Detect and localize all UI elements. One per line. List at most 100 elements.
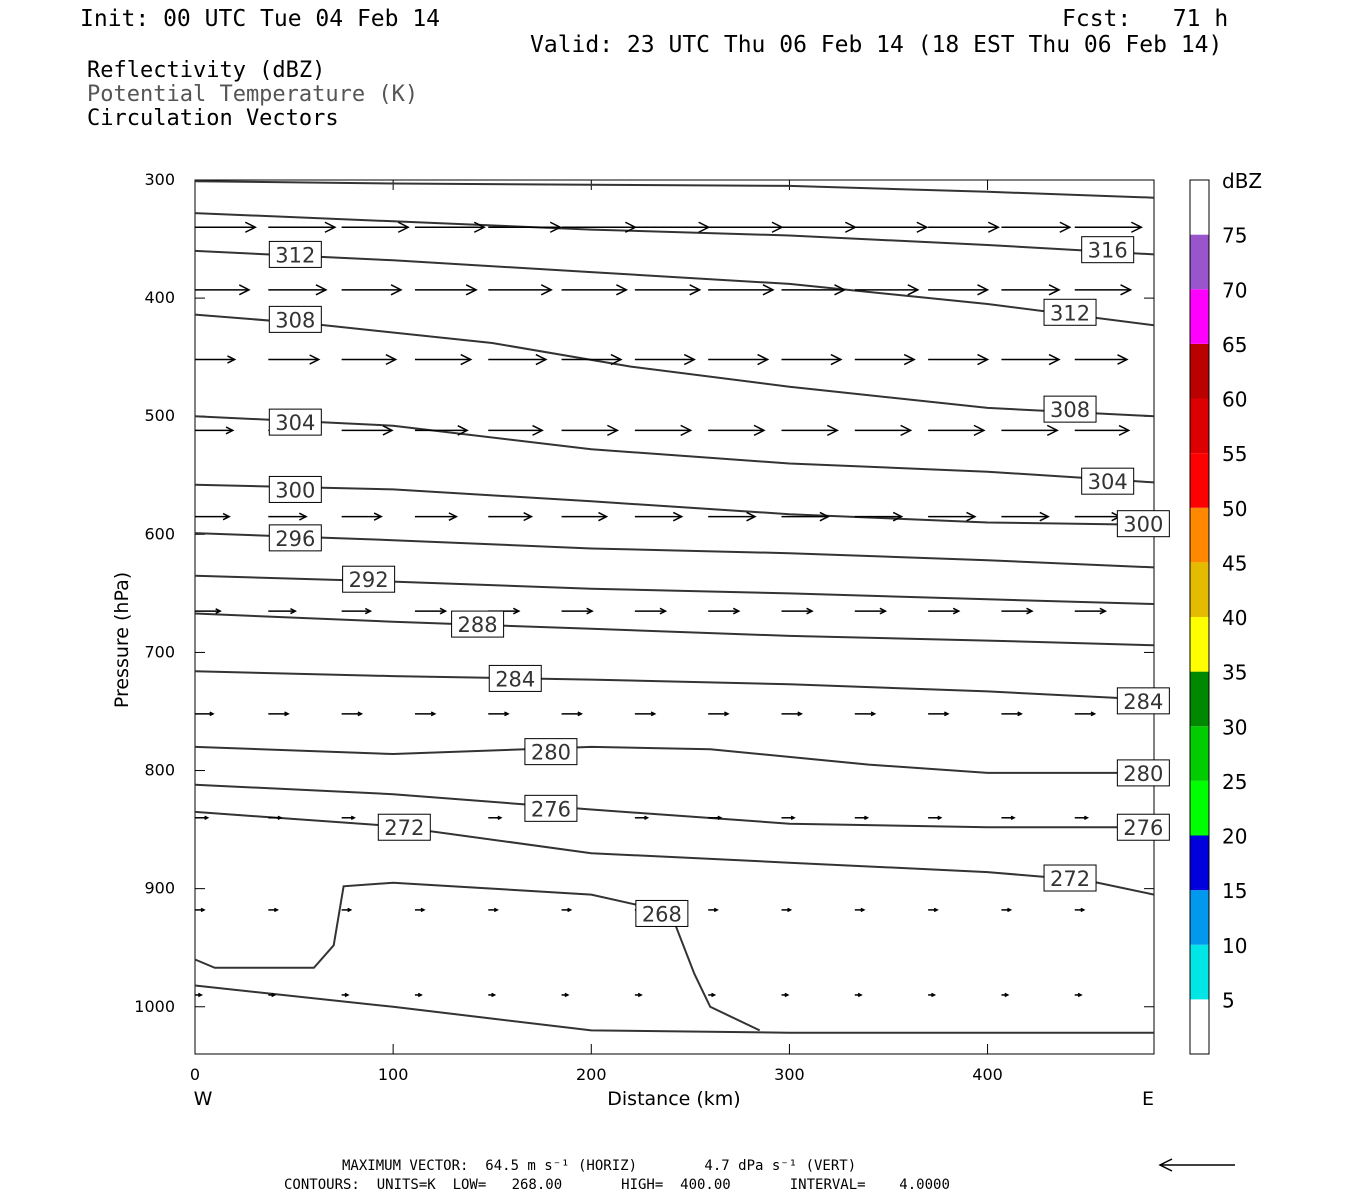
colorbar-level-label: 50 [1222,497,1247,521]
contour-label-box [268,408,322,436]
colorbar-unit-label: dBZ [1222,169,1262,193]
wind-vector-head [504,711,510,717]
wind-vector-head [787,907,793,913]
wind-vector-head [746,511,757,522]
wind-vector-head [357,711,364,717]
wind-vector-head [689,284,702,296]
theta-contour-line [194,670,1155,701]
wind-vector-head [1010,815,1016,820]
valid-time: Valid: 23 UTC Thu 06 Feb 14 (18 EST Thu … [530,32,1223,58]
wind-vector-head [916,221,929,233]
colorbar-level-label: 75 [1222,224,1247,248]
wind-vector-head [417,992,423,998]
wind-vector-head [540,284,553,296]
colorbar-segment [1190,234,1209,290]
wind-vector-head [784,992,790,998]
wind-vector-head [364,607,373,615]
wind-vector-head [864,815,870,820]
contour-label: 312 [1050,301,1090,325]
wind-vector-head [1048,284,1061,296]
colorbar-frame [1189,179,1210,1055]
y-axis-label: Pressure (hPa) [111,572,133,708]
wind-vector-head [830,353,843,366]
theta-contour-line [194,532,1155,569]
y-tick-label: 600 [144,524,175,543]
colorbar-segment [1190,507,1209,563]
wind-vector-head [1084,815,1090,820]
colorbar-segment [1190,289,1209,344]
contour-label-box [1043,864,1097,892]
wind-vector-head [977,284,990,296]
contour-label-box [524,794,578,822]
field-reflectivity: Reflectivity (dBZ) [87,58,326,83]
axis-ticks: 300 400 500 600 700 800 900 1000 0 100 200 300 400 [134,170,1154,1084]
contour-label: 272 [1050,867,1090,891]
dbz-colorbar: 5 10 15 20 25 30 35 40 45 50 55 60 65 70 75 dBZ [1189,169,1262,1055]
wind-vector-head [711,992,717,998]
wind-vector-head [1120,284,1133,296]
wind-vector-head [1017,711,1023,717]
wind-vector-head [1077,992,1083,998]
wind-vector-head [1039,511,1050,522]
wind-vector-head [1046,424,1059,437]
wind-vector-head [680,424,693,437]
wind-vector-head [567,907,573,913]
colorbar-segment [1190,890,1209,945]
wind-vector-head [350,815,356,820]
contour-label: 304 [275,411,315,435]
forecast-hour: Fcst: 71 h [1062,6,1229,32]
contour-label: 276 [1123,816,1163,840]
max-vector-note: MAXIMUM VECTOR: 64.5 m s⁻¹ (HORIZ) 4.7 d… [342,1158,857,1174]
reference-vector-arrow [1158,1158,1235,1172]
wind-vector-head [344,992,350,998]
theta-contour-line [194,249,1155,327]
wind-vector-head [806,607,814,615]
wind-vector-head [277,815,283,820]
wind-vector-head [659,607,668,615]
colorbar-level-label: 5 [1222,988,1235,1012]
colorbar-level-label: 55 [1222,442,1247,466]
wind-vector-head [952,607,961,615]
wind-vector-head [1117,354,1129,365]
contour-label: 304 [1088,470,1128,494]
wind-vector-head [683,353,696,366]
theta-contour-line [194,180,1155,199]
x-tick-label: 300 [774,1065,805,1084]
contour-label: 284 [1123,690,1163,714]
colorbar-segment [1190,617,1209,672]
contour-label: 312 [275,243,315,267]
wind-vector-head [616,284,629,296]
wind-vector-head [238,284,251,296]
y-tick-label: 400 [144,288,175,307]
wind-vector-head [222,512,231,521]
contour-label-box [1081,467,1135,495]
contour-settings-note: CONTOURS: UNITS=K LOW= 268.00 HIGH= 400.… [284,1177,950,1193]
wind-vector-head [713,907,719,913]
contour-label: 284 [495,667,535,691]
wind-vector-head [860,907,866,913]
theta-contour-line [194,745,1154,774]
wind-vector-head [1099,607,1108,615]
colorbar-segment [1190,398,1209,454]
init-time: Init: 00 UTC Tue 04 Feb 14 [80,6,441,32]
colorbar-segment [1190,671,1209,727]
wind-vector-head [762,284,775,296]
colorbar-level-label: 35 [1222,661,1247,685]
wind-vector-head [586,607,594,615]
wind-vector-head [598,511,609,522]
y-tick-label: 1000 [134,997,175,1016]
wind-vector-head [227,355,237,364]
wind-vector-head [284,711,290,717]
theta-contour-line [194,483,1155,526]
contour-label: 292 [349,568,389,592]
wind-vector-head [1131,221,1144,233]
wind-vector-head [610,353,623,366]
theta-contour-line [194,313,1155,418]
wind-vector-head [465,284,478,296]
theta-contour-line [194,612,1155,647]
wind-vector-head [1090,711,1097,717]
circulation-vectors [195,221,1144,998]
theta-contour-line [194,810,1155,896]
theta-contour-line [194,881,761,1032]
